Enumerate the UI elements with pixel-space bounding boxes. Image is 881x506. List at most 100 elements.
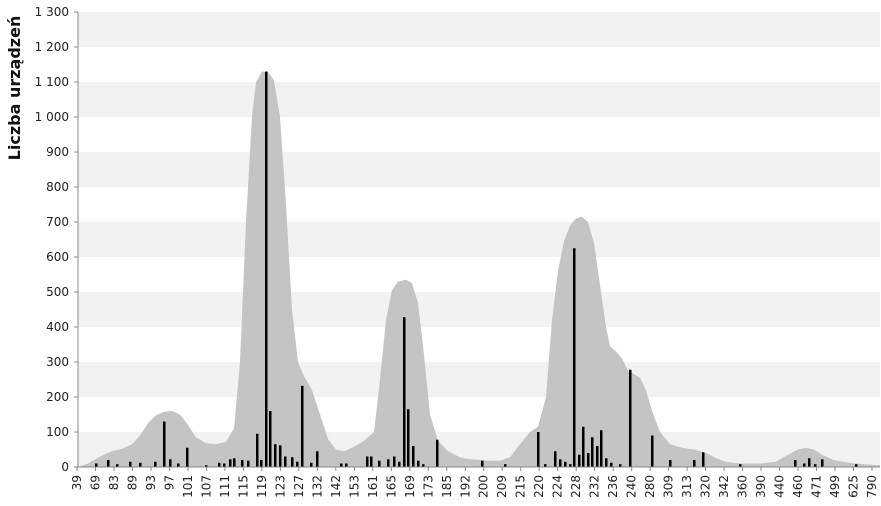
y-tick-label: 600	[46, 250, 69, 264]
y-tick-label: 200	[46, 390, 69, 404]
bar	[582, 426, 585, 467]
bar	[569, 464, 572, 467]
x-tick-label: 236	[606, 475, 620, 498]
bar	[310, 462, 313, 467]
grid-band	[78, 292, 880, 327]
bar	[544, 464, 547, 467]
bar	[629, 369, 632, 467]
bar	[205, 465, 208, 467]
bar	[107, 460, 110, 467]
x-tick-label: 342	[717, 475, 731, 498]
bar	[345, 463, 348, 467]
x-tick-label: 101	[181, 475, 195, 498]
x-tick-label: 360	[736, 475, 750, 498]
x-tick-label: 165	[384, 475, 398, 498]
x-tick-label: 309	[662, 475, 676, 498]
y-tick-label: 100	[46, 425, 69, 439]
bar	[398, 461, 401, 467]
bar	[821, 459, 824, 467]
grid-band	[78, 152, 880, 187]
y-tick-label: 0	[61, 460, 69, 474]
bar	[814, 464, 817, 467]
bar	[366, 456, 369, 467]
x-tick-label: 83	[107, 475, 121, 490]
bar	[855, 464, 858, 467]
bar	[284, 456, 287, 467]
bar	[274, 444, 277, 467]
x-tick-label: 93	[144, 475, 158, 490]
bar	[504, 464, 507, 467]
grid-band	[78, 257, 880, 292]
bar	[403, 317, 406, 467]
x-tick-labels: 39 69 83 89 93 97 101 107 111 115 119 123 127 132 142 1…	[70, 467, 879, 498]
x-tick-label: 232	[588, 475, 602, 498]
bar	[605, 458, 608, 467]
x-tick-label: 215	[514, 475, 528, 498]
bar	[163, 421, 166, 467]
bar	[436, 439, 439, 467]
grid-band	[78, 187, 880, 222]
x-tick-label: 240	[625, 475, 639, 498]
y-tick-label: 400	[46, 320, 69, 334]
grid-band	[78, 327, 880, 362]
bar	[422, 464, 425, 467]
bar	[702, 452, 705, 467]
x-tick-label: 200	[477, 475, 491, 498]
x-tick-label: 313	[680, 475, 694, 498]
x-tick-label: 228	[569, 475, 583, 498]
bar	[223, 463, 226, 467]
bar	[296, 461, 299, 467]
y-tick-label: 300	[46, 355, 69, 369]
bar	[301, 385, 304, 467]
bar	[177, 463, 180, 467]
bar	[316, 451, 319, 467]
x-tick-label: 209	[495, 475, 509, 498]
x-tick-label: 471	[810, 475, 824, 498]
axes	[77, 12, 880, 468]
bar	[693, 460, 696, 467]
y-tick-label: 1 000	[35, 110, 69, 124]
bar	[610, 462, 613, 467]
x-tick-label: 220	[532, 475, 546, 498]
x-tick-label: 123	[273, 475, 287, 498]
bar	[407, 409, 410, 467]
x-tick-label: 161	[366, 475, 380, 498]
x-tick-label: 280	[643, 475, 657, 498]
bar	[387, 459, 390, 467]
bar	[256, 433, 259, 467]
bar	[596, 446, 599, 467]
x-tick-label: 625	[847, 475, 861, 498]
bar	[578, 454, 581, 467]
density-area	[78, 71, 880, 467]
x-tick-label: 390	[754, 475, 768, 498]
x-tick-label: 169	[403, 475, 417, 498]
x-tick-label: 119	[255, 475, 269, 498]
y-tick-label: 500	[46, 285, 69, 299]
bar	[393, 456, 396, 467]
bar	[186, 447, 189, 467]
bar	[669, 460, 672, 467]
x-tick-label: 111	[218, 475, 232, 498]
bar	[265, 71, 268, 467]
bar	[169, 459, 172, 467]
grid-band	[78, 12, 880, 47]
bar	[233, 458, 236, 467]
x-tick-label: 69	[89, 475, 103, 490]
x-tick-label: 142	[329, 475, 343, 498]
y-tick-labels: 0 100 200 300 400 500 600 700 800 900 1 000 1 100 1 …	[35, 5, 78, 474]
x-tick-label: 192	[458, 475, 472, 498]
bar	[739, 464, 742, 467]
grid-bands	[78, 12, 880, 467]
y-tick-label: 800	[46, 180, 69, 194]
bars	[95, 71, 858, 467]
bar	[139, 462, 142, 467]
bar	[803, 463, 806, 467]
grid-band	[78, 362, 880, 397]
grid-band	[78, 117, 880, 152]
x-tick-label: 185	[440, 475, 454, 498]
x-tick-label: 153	[347, 475, 361, 498]
x-tick-label: 107	[199, 475, 213, 498]
x-tick-label: 320	[699, 475, 713, 498]
bar	[218, 462, 221, 467]
